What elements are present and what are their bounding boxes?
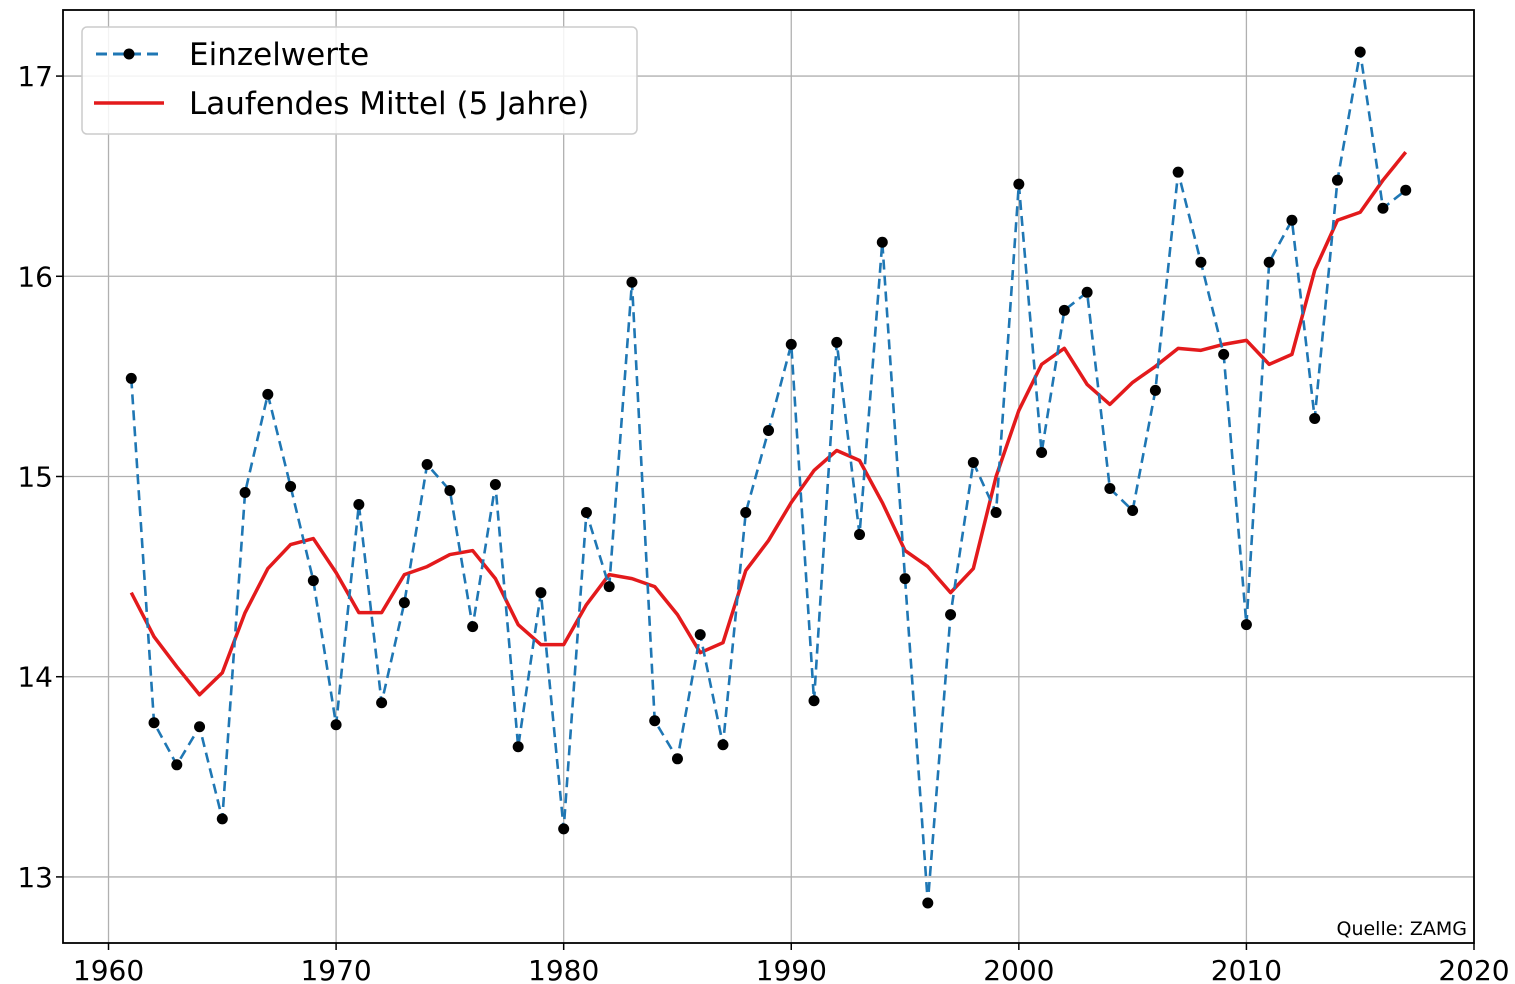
y-tick-label: 14 xyxy=(17,661,53,694)
y-tick-label: 16 xyxy=(17,260,53,293)
legend-marker-einzelwerte xyxy=(123,48,135,60)
x-tick-label: 2020 xyxy=(1438,954,1509,984)
data-point-einzelwerte xyxy=(307,575,319,587)
data-point-einzelwerte xyxy=(1195,256,1207,268)
data-point-einzelwerte xyxy=(580,507,592,519)
data-point-einzelwerte xyxy=(763,424,774,436)
data-point-einzelwerte xyxy=(148,717,160,729)
data-point-einzelwerte xyxy=(1309,412,1321,424)
data-point-einzelwerte xyxy=(1036,446,1048,458)
data-point-einzelwerte xyxy=(1149,384,1161,396)
data-point-einzelwerte xyxy=(398,597,410,609)
data-point-einzelwerte xyxy=(512,741,524,753)
running-mean-series xyxy=(129,151,1408,697)
y-tick-label: 13 xyxy=(17,861,53,894)
data-point-einzelwerte xyxy=(489,479,501,491)
data-point-einzelwerte xyxy=(194,721,206,733)
data-point-einzelwerte xyxy=(717,739,729,751)
x-tick-label: 1990 xyxy=(756,954,827,984)
individual-values-series xyxy=(125,46,1412,909)
data-point-einzelwerte xyxy=(1127,505,1139,517)
data-point-einzelwerte xyxy=(990,507,1002,519)
data-point-einzelwerte xyxy=(421,458,433,470)
series-line-einzelwerte xyxy=(129,50,1407,905)
data-point-einzelwerte xyxy=(535,587,547,599)
data-point-einzelwerte xyxy=(171,759,183,771)
data-point-einzelwerte xyxy=(1013,178,1025,190)
data-point-einzelwerte xyxy=(854,529,866,541)
data-point-einzelwerte xyxy=(1286,214,1298,226)
data-point-einzelwerte xyxy=(467,621,479,633)
data-point-einzelwerte xyxy=(285,481,297,493)
grid xyxy=(63,10,1475,943)
data-point-einzelwerte xyxy=(1377,202,1389,214)
x-tick-label: 1960 xyxy=(73,954,144,984)
data-point-einzelwerte xyxy=(353,499,365,511)
data-point-einzelwerte xyxy=(1354,46,1366,58)
series-line-laufendes-mittel xyxy=(129,151,1408,697)
data-point-einzelwerte xyxy=(239,487,251,499)
data-point-einzelwerte xyxy=(125,372,137,384)
source-note: Quelle: ZAMG xyxy=(1336,918,1467,940)
data-point-einzelwerte xyxy=(876,236,888,248)
data-point-einzelwerte xyxy=(558,823,570,835)
data-point-einzelwerte xyxy=(922,897,934,909)
legend-label-einzelwerte: Einzelwerte xyxy=(189,37,369,73)
legend-box xyxy=(81,26,638,135)
x-tick-label: 1980 xyxy=(528,954,599,984)
data-point-einzelwerte xyxy=(899,573,911,585)
data-point-einzelwerte xyxy=(945,609,957,621)
data-point-einzelwerte xyxy=(626,276,638,288)
y-axis: 13 14 15 16 17 xyxy=(17,60,63,894)
legend-label-laufendes-mittel: Laufendes Mittel (5 Jahre) xyxy=(189,86,589,122)
data-point-einzelwerte xyxy=(444,485,456,497)
data-point-einzelwerte xyxy=(216,813,228,825)
data-point-einzelwerte xyxy=(1263,256,1275,268)
data-point-einzelwerte xyxy=(262,388,274,400)
data-point-einzelwerte xyxy=(785,338,797,350)
data-point-einzelwerte xyxy=(671,753,683,765)
x-tick-label: 2000 xyxy=(983,954,1054,984)
data-point-einzelwerte xyxy=(1058,304,1070,316)
data-point-einzelwerte xyxy=(808,695,820,707)
legend: Einzelwerte Laufendes Mittel (5 Jahre) xyxy=(81,26,638,135)
x-axis: 1960 1970 1980 1990 2000 2010 2020 xyxy=(73,943,1510,984)
data-point-einzelwerte xyxy=(967,456,979,468)
x-tick-label: 1970 xyxy=(300,954,371,984)
data-point-einzelwerte xyxy=(1331,174,1343,186)
data-point-einzelwerte xyxy=(330,719,342,731)
y-tick-label: 15 xyxy=(17,461,53,494)
data-point-einzelwerte xyxy=(1104,483,1116,495)
data-point-einzelwerte xyxy=(1172,166,1184,178)
data-point-einzelwerte xyxy=(1081,286,1093,298)
data-point-einzelwerte xyxy=(603,581,615,593)
data-point-einzelwerte xyxy=(1240,619,1252,631)
data-point-einzelwerte xyxy=(831,336,843,348)
data-point-einzelwerte xyxy=(694,629,706,641)
data-point-einzelwerte xyxy=(649,715,661,727)
y-tick-label: 17 xyxy=(17,60,53,93)
data-point-einzelwerte xyxy=(376,697,388,709)
data-point-einzelwerte xyxy=(1218,348,1230,360)
x-tick-label: 2010 xyxy=(1211,954,1282,984)
data-point-einzelwerte xyxy=(1400,184,1412,196)
data-point-einzelwerte xyxy=(740,507,752,519)
